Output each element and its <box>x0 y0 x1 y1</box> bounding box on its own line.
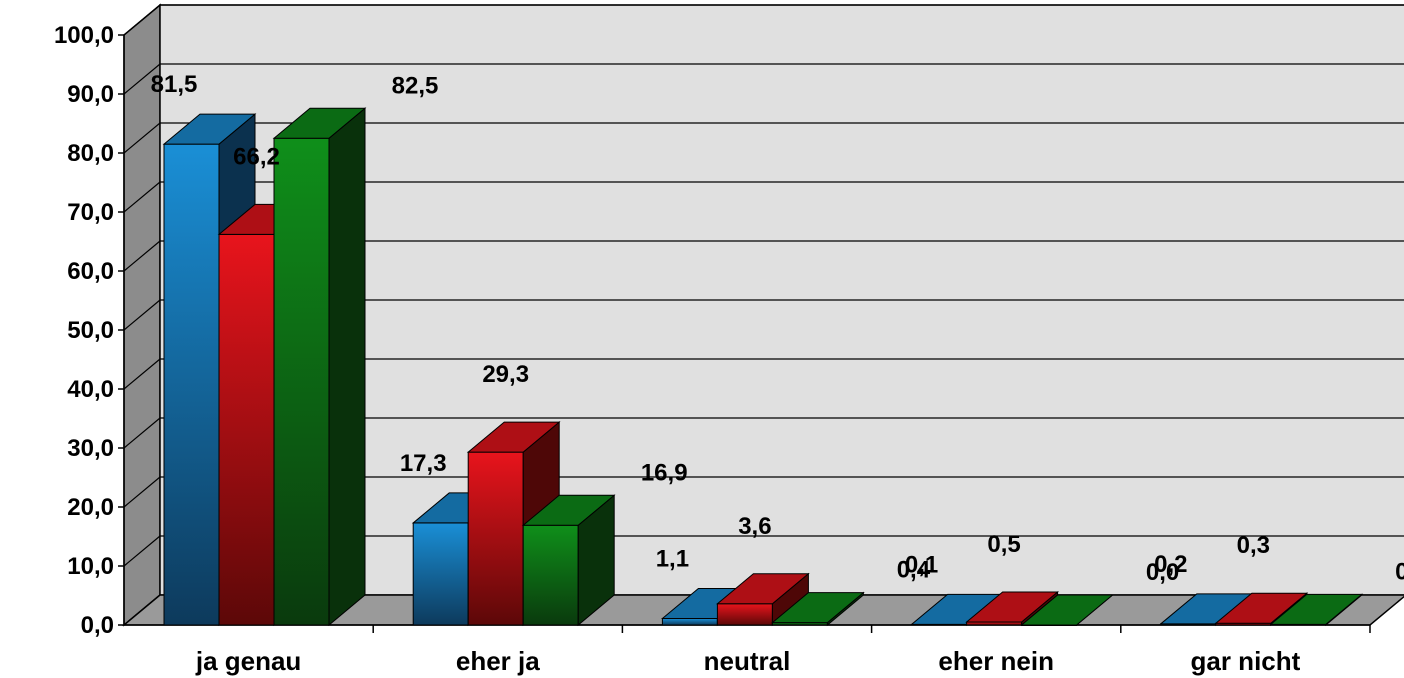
bar-top <box>1269 593 1364 625</box>
bar-top <box>1020 594 1114 626</box>
gridline <box>123 63 1404 95</box>
data-label: 81,5 <box>151 71 198 98</box>
gridline <box>123 476 1404 508</box>
data-label: 0,2 <box>1154 551 1187 578</box>
x-category-label: neutral <box>704 646 791 676</box>
x-category-label: eher nein <box>938 646 1054 676</box>
data-label: 3,6 <box>738 513 771 540</box>
y-tick-label: 40,0 <box>67 376 114 403</box>
data-label: 0,4 <box>897 557 931 584</box>
bar-top <box>521 494 616 526</box>
data-label: 0,5 <box>987 531 1020 558</box>
bar-top <box>272 107 367 139</box>
y-tick-label: 0,0 <box>81 612 114 639</box>
data-label: 66,2 <box>233 143 280 170</box>
y-tick-label: 10,0 <box>67 553 114 580</box>
data-label: 0,0 <box>1146 559 1179 586</box>
bar-side <box>328 107 366 627</box>
bar-front <box>163 143 220 626</box>
x-category-label: eher ja <box>456 646 540 676</box>
data-label: 82,5 <box>392 72 439 99</box>
gridline <box>123 181 1404 213</box>
data-label: 1,1 <box>656 546 689 573</box>
x-category-label: ja genau <box>195 646 301 676</box>
gridline <box>123 240 1404 272</box>
bar-front <box>661 618 718 626</box>
gridlines <box>123 4 1404 567</box>
bar-top <box>466 421 561 453</box>
data-label: 16,9 <box>641 459 688 486</box>
y-tick-label: 50,0 <box>67 317 114 344</box>
gridline <box>123 417 1404 449</box>
bar-front <box>522 524 579 626</box>
bar-front <box>716 603 773 626</box>
data-label: 0,3 <box>1237 532 1270 559</box>
y-tick-label: 90,0 <box>67 81 114 108</box>
data-label: 0,1 <box>905 551 938 578</box>
bar <box>272 107 367 627</box>
y-tick-label: 20,0 <box>67 494 114 521</box>
x-category-label: gar nicht <box>1191 646 1301 676</box>
data-label: 29,3 <box>482 361 529 388</box>
y-tick-label: 70,0 <box>67 199 114 226</box>
bar-front <box>467 451 524 626</box>
y-tick-label: 100,0 <box>54 22 114 49</box>
y-tick-label: 60,0 <box>67 258 114 285</box>
y-axis-ticks: 0,0 10,0 20,0 30,0 40,0 50,0 60,0 70,0 80,0 90,0 1… <box>54 22 124 639</box>
data-labels: 81,566,282,517,329,316,91,13,60,40,10,50… <box>151 71 1404 586</box>
y-tick-label: 80,0 <box>67 140 114 167</box>
bar-front <box>218 233 275 626</box>
gridline <box>123 4 1404 36</box>
gridline <box>123 122 1404 154</box>
y-tick-label: 30,0 <box>67 435 114 462</box>
bar <box>1269 593 1364 627</box>
data-label: 0,1 <box>1395 558 1404 585</box>
bar-top <box>1214 592 1309 624</box>
gridline <box>123 299 1404 331</box>
bar-top <box>716 573 810 605</box>
bar <box>965 590 1059 627</box>
gridline <box>123 535 1404 567</box>
bar-top <box>771 592 865 624</box>
x-axis-categories: ja genau eher ja neutral eher nein gar nicht <box>195 625 1371 676</box>
bar <box>521 494 616 627</box>
bar-top <box>162 113 257 145</box>
gridline <box>123 358 1404 390</box>
bars <box>162 107 1364 627</box>
bar-front <box>412 522 469 626</box>
bar <box>716 572 810 627</box>
bar-top <box>965 591 1059 623</box>
bar-front <box>273 137 330 626</box>
bar <box>1020 594 1114 626</box>
data-label: 17,3 <box>400 450 447 477</box>
bar <box>771 591 865 627</box>
